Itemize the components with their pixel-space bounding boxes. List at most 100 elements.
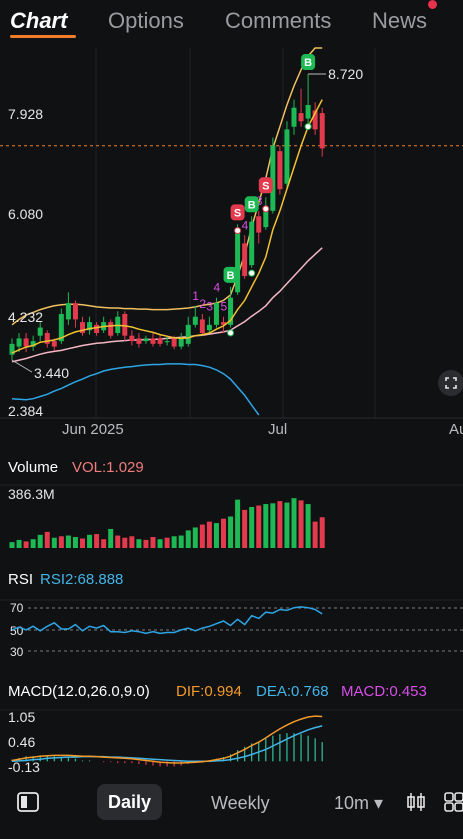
signal-label: B bbox=[248, 199, 256, 211]
volume-bar bbox=[270, 503, 276, 548]
rsi-indicator-value: RSI2:68.888 bbox=[40, 571, 123, 588]
candle-body bbox=[249, 221, 255, 266]
price-axis-label: 7.928 bbox=[8, 106, 43, 122]
signal-label: S bbox=[234, 207, 241, 219]
volume-bars bbox=[9, 498, 325, 548]
candle-body bbox=[9, 343, 15, 355]
candle bbox=[44, 330, 50, 348]
signal-badge bbox=[258, 177, 273, 194]
tab-chart[interactable]: Chart bbox=[10, 8, 68, 33]
volume-bar bbox=[94, 534, 100, 548]
candle bbox=[16, 332, 22, 352]
candle bbox=[23, 332, 29, 352]
candle bbox=[143, 335, 149, 344]
candle-body bbox=[65, 303, 71, 320]
signal-label: B bbox=[227, 270, 235, 282]
candle-body bbox=[256, 216, 262, 233]
tab-options[interactable]: Options bbox=[108, 8, 184, 33]
volume-bar bbox=[80, 538, 85, 548]
wave-annotation: 5 bbox=[221, 300, 228, 314]
volume-bar bbox=[143, 539, 149, 548]
candle bbox=[108, 319, 114, 339]
candle-body bbox=[235, 232, 241, 293]
candle-body bbox=[228, 297, 234, 325]
candle-body bbox=[87, 322, 93, 331]
candle bbox=[94, 322, 100, 336]
low-leader-line bbox=[11, 359, 33, 373]
volume-bar bbox=[115, 535, 121, 548]
candle bbox=[192, 305, 198, 328]
candle bbox=[178, 332, 184, 350]
volume-bar bbox=[185, 530, 191, 548]
volume-bar bbox=[136, 539, 142, 548]
buy-signal: B bbox=[301, 54, 316, 131]
candle bbox=[213, 297, 219, 328]
macd-hist-value: MACD:0.453 bbox=[341, 683, 427, 700]
timeframe-select[interactable]: 10m ▾ bbox=[334, 793, 384, 813]
candle bbox=[164, 336, 170, 346]
candle-body bbox=[136, 338, 142, 344]
volume-bar bbox=[242, 509, 248, 548]
candle bbox=[72, 300, 78, 328]
tab-news[interactable]: News bbox=[372, 8, 428, 33]
candle bbox=[150, 332, 156, 347]
candle-body bbox=[122, 313, 128, 336]
candle-body bbox=[72, 303, 78, 320]
expand-chart-button[interactable] bbox=[438, 370, 463, 396]
signal-marker bbox=[234, 227, 242, 235]
signal-label: B bbox=[304, 57, 312, 69]
macd-panel: MACD(12.0,26.0,9.0) DIF:0.994 DEA:0.768 … bbox=[8, 683, 427, 772]
volume-bar bbox=[213, 523, 219, 548]
tab-daily[interactable]: Daily bbox=[97, 784, 162, 820]
volume-bar bbox=[157, 539, 163, 548]
news-notification-dot bbox=[428, 0, 437, 9]
signal-badge bbox=[223, 266, 238, 283]
candle-body bbox=[178, 338, 184, 347]
volume-bar bbox=[206, 521, 212, 548]
volume-bar bbox=[298, 500, 304, 548]
upper-band-line bbox=[11, 47, 323, 326]
macd-dif-value: DIF:0.994 bbox=[176, 683, 242, 700]
candle bbox=[270, 137, 276, 214]
candle bbox=[80, 316, 85, 336]
macd-axis-label: 0.46 bbox=[8, 734, 35, 750]
signal-marker bbox=[304, 123, 312, 131]
candle-body bbox=[199, 319, 205, 333]
tab-weekly[interactable]: Weekly bbox=[211, 793, 270, 813]
candle bbox=[115, 311, 121, 336]
candle-body bbox=[185, 324, 191, 344]
candle bbox=[263, 197, 269, 230]
wave-annotation: 1 bbox=[192, 289, 199, 303]
x-tick-label: Jul bbox=[268, 421, 287, 438]
rsi-axis-label: 50 bbox=[10, 624, 24, 638]
grid-layout-icon[interactable] bbox=[443, 790, 463, 814]
bottom-toolbar: Daily Weekly 10m ▾ bbox=[0, 772, 463, 839]
sidebar-toggle-icon[interactable] bbox=[16, 790, 40, 814]
volume-bar bbox=[44, 531, 50, 548]
candle bbox=[185, 316, 191, 347]
signal-badge bbox=[301, 54, 316, 71]
candle-body bbox=[108, 322, 114, 336]
volume-bar bbox=[9, 542, 15, 548]
buy-signal: B bbox=[244, 196, 259, 277]
volume-bar bbox=[305, 504, 311, 548]
volume-bar bbox=[122, 537, 128, 548]
candle bbox=[319, 107, 325, 157]
candle bbox=[249, 216, 255, 268]
volume-bar bbox=[199, 524, 205, 548]
chart-type-icon[interactable] bbox=[404, 790, 428, 814]
candlesticks bbox=[9, 74, 325, 361]
x-tick-label: Au bbox=[449, 421, 463, 438]
candle-body bbox=[242, 243, 248, 276]
candle-body bbox=[94, 324, 100, 333]
expand-icon bbox=[445, 377, 457, 389]
price-axis-label: 6.080 bbox=[8, 206, 43, 222]
tab-comments[interactable]: Comments bbox=[225, 8, 332, 33]
candle bbox=[157, 334, 163, 347]
wave-annotation: 3 bbox=[206, 300, 213, 314]
volume-bar bbox=[291, 498, 297, 548]
volume-bar bbox=[284, 502, 290, 548]
